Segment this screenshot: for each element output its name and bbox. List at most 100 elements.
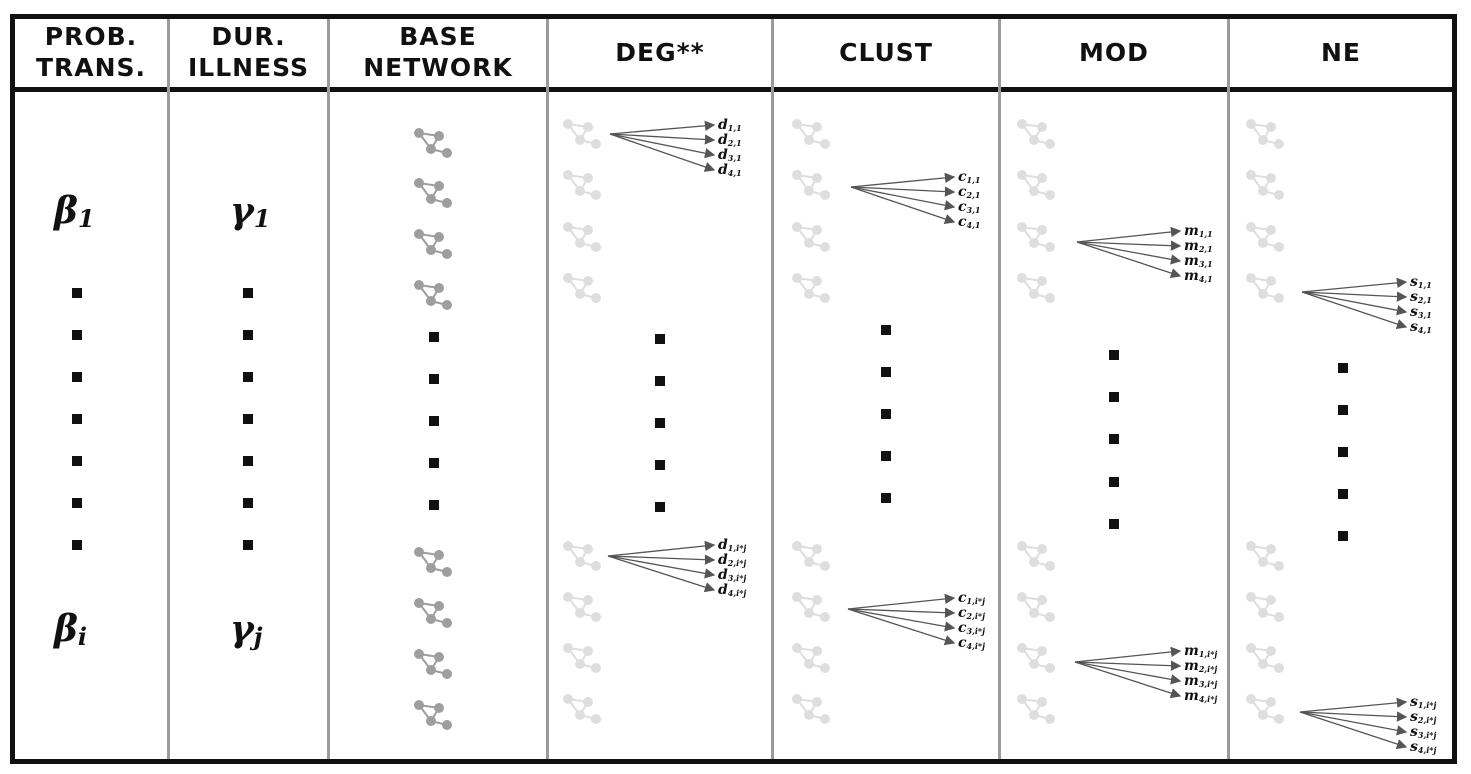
network-icon — [414, 700, 452, 730]
output-label-deg: d2,1 — [718, 132, 742, 148]
output-arrow — [1301, 291, 1408, 316]
ellipsis-dot — [881, 367, 891, 377]
ellipsis-dot — [72, 372, 82, 382]
output-label-clust: c3,i*j — [958, 620, 985, 636]
header-prob-trans: PROB. TRANS. — [35, 22, 147, 82]
ellipsis-dot — [243, 414, 253, 424]
ellipsis-dot — [72, 414, 82, 424]
network-icon — [414, 598, 452, 628]
output-label-ne: s2,1 — [1410, 289, 1432, 305]
ellipsis-dot — [72, 330, 82, 340]
output-label-ne: s4,i*j — [1410, 739, 1437, 755]
network-icon — [1017, 643, 1055, 673]
ellipsis-dot — [881, 325, 891, 335]
network-icon — [414, 280, 452, 310]
ellipsis-dot — [429, 374, 439, 384]
ellipsis-dot — [243, 330, 253, 340]
output-label-mod: m4,1 — [1184, 268, 1213, 284]
ellipsis-dot — [1338, 531, 1348, 541]
output-arrow — [607, 554, 716, 565]
network-icon — [1017, 170, 1055, 200]
output-label-mod: m1,1 — [1184, 223, 1213, 239]
output-label-deg: d3,i*j — [718, 567, 747, 583]
network-icon — [1017, 694, 1055, 724]
output-arrow — [1301, 277, 1408, 293]
output-arrow — [607, 555, 716, 579]
output-label-clust: c4,1 — [958, 214, 981, 230]
header-dur-illness: DUR. ILLNESS — [187, 22, 310, 82]
network-icon — [1017, 273, 1055, 303]
ellipsis-dot — [429, 500, 439, 510]
column-divider — [546, 19, 549, 759]
network-icon — [1246, 170, 1284, 200]
ellipsis-dot — [655, 502, 665, 512]
output-arrow — [609, 133, 716, 159]
network-icon — [563, 592, 601, 622]
output-arrow — [847, 608, 956, 646]
ellipsis-dot — [429, 332, 439, 342]
diagram-frame — [10, 14, 1457, 764]
output-arrow — [1074, 661, 1182, 685]
column-divider — [167, 19, 170, 759]
header-mod: MOD — [1079, 37, 1149, 67]
network-icon — [1017, 592, 1055, 622]
output-label-ne: s4,1 — [1410, 319, 1432, 335]
output-label-clust: c4,i*j — [958, 635, 985, 651]
column-divider — [1227, 19, 1230, 759]
network-icon — [792, 592, 830, 622]
ellipsis-dot — [655, 460, 665, 470]
network-icon — [792, 643, 830, 673]
network-icon — [414, 178, 452, 208]
output-label-ne: s3,i*j — [1410, 724, 1437, 740]
output-label-deg: d1,i*j — [718, 537, 747, 553]
gamma-first: γ1 — [230, 190, 271, 233]
header-deg: DEG** — [615, 37, 705, 67]
header-clust: CLUST — [839, 37, 933, 67]
output-arrow — [847, 593, 956, 610]
output-arrow — [1076, 241, 1182, 265]
network-icon — [1246, 541, 1284, 571]
output-arrow — [609, 133, 716, 172]
output-label-ne: s2,i*j — [1410, 709, 1437, 725]
output-arrow — [850, 186, 956, 224]
ellipsis-dot — [429, 416, 439, 426]
network-icon — [792, 273, 830, 303]
output-arrow — [850, 186, 956, 211]
output-label-mod: m2,i*j — [1184, 658, 1218, 674]
column-divider — [771, 19, 774, 759]
ellipsis-dot — [1109, 350, 1119, 360]
network-icon — [563, 541, 601, 571]
ellipsis-dot — [72, 456, 82, 466]
output-label-mod: m3,1 — [1184, 253, 1213, 269]
network-icon — [792, 222, 830, 252]
header-base-network: BASE NETWORK — [363, 22, 513, 82]
ellipsis-dot — [72, 540, 82, 550]
network-icon — [563, 643, 601, 673]
beta-first: β1 — [54, 190, 95, 233]
network-icon — [1017, 222, 1055, 252]
ellipsis-dot — [1338, 489, 1348, 499]
ellipsis-dot — [243, 498, 253, 508]
ellipsis-dot — [429, 458, 439, 468]
output-label-ne: s3,1 — [1410, 304, 1432, 320]
ellipsis-dot — [243, 540, 253, 550]
network-icon — [792, 119, 830, 149]
output-label-mod: m4,i*j — [1184, 688, 1218, 704]
network-icon — [1246, 643, 1284, 673]
ellipsis-dot — [655, 334, 665, 344]
output-arrow — [1299, 711, 1408, 722]
ellipsis-dot — [881, 409, 891, 419]
column-divider — [998, 19, 1001, 759]
output-label-mod: m2,1 — [1184, 238, 1213, 254]
output-arrow — [1301, 291, 1408, 302]
network-icon — [1017, 541, 1055, 571]
ellipsis-dot — [1109, 519, 1119, 529]
network-icon — [563, 694, 601, 724]
ellipsis-dot — [1109, 434, 1119, 444]
output-label-clust: c2,1 — [958, 184, 981, 200]
output-arrow — [1074, 646, 1182, 663]
ellipsis-dot — [655, 418, 665, 428]
output-label-ne: s1,i*j — [1410, 694, 1437, 710]
output-arrow — [609, 120, 716, 135]
ellipsis-dot — [1109, 392, 1119, 402]
